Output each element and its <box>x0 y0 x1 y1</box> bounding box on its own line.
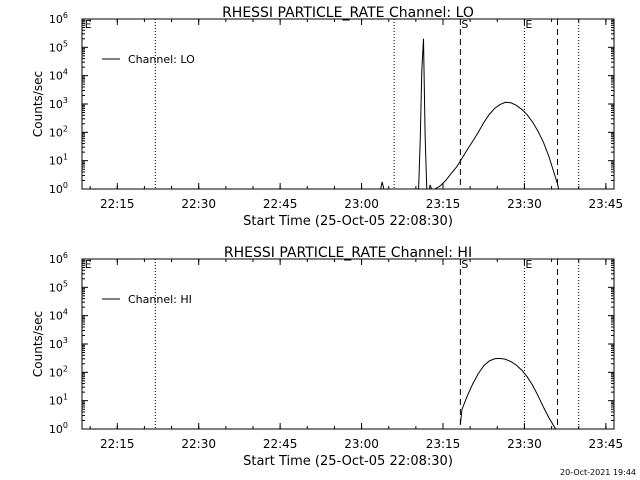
footer-timestamp: 20-Oct-2021 19:44 <box>560 468 636 477</box>
plot-frame <box>81 258 615 430</box>
chart-panel-2: RHESSI PARTICLE_RATE Channel: HI Counts/s… <box>31 245 623 469</box>
x-tick-label: 22:45 <box>263 197 298 211</box>
y-axis-label: Counts/sec <box>31 71 45 137</box>
series-line <box>380 38 560 189</box>
y-tick-label: 104 <box>49 308 68 323</box>
marker-annotation: E <box>85 258 92 271</box>
x-tick-label: 23:00 <box>344 197 379 211</box>
x-tick-label: 23:45 <box>589 437 624 451</box>
x-tick-label: 23:15 <box>426 437 461 451</box>
marker-annotation: E <box>85 18 92 31</box>
y-tick-label: 101 <box>49 393 68 408</box>
y-tick-label: 100 <box>49 181 68 196</box>
y-tick-label: 105 <box>49 279 68 294</box>
series-line <box>459 357 557 429</box>
x-axis-label: Start Time (25-Oct-05 22:08:30) <box>243 214 453 229</box>
y-tick-label: 102 <box>49 124 68 139</box>
x-tick-label: 22:30 <box>181 197 216 211</box>
x-tick-label: 23:30 <box>507 197 542 211</box>
x-tick-label: 22:15 <box>100 437 135 451</box>
legend-label: Channel: LO <box>128 53 195 66</box>
plot-frame <box>81 18 615 190</box>
y-tick-label: 102 <box>49 364 68 379</box>
x-tick-label: 22:15 <box>100 197 135 211</box>
x-tick-label: 22:30 <box>181 437 216 451</box>
x-axis-label: Start Time (25-Oct-05 22:08:30) <box>243 454 453 469</box>
y-tick-label: 103 <box>49 96 68 111</box>
marker-annotation: S <box>461 18 468 31</box>
y-tick-label: 106 <box>49 251 68 266</box>
y-tick-label: 104 <box>49 68 68 83</box>
chart-title: RHESSI PARTICLE_RATE Channel: HI <box>224 245 472 261</box>
y-tick-label: 103 <box>49 336 68 351</box>
marker-annotation: E <box>525 258 532 271</box>
x-tick-label: 23:00 <box>344 437 379 451</box>
x-tick-label: 23:15 <box>426 197 461 211</box>
marker-annotation: E <box>525 18 532 31</box>
y-tick-label: 106 <box>49 11 68 26</box>
chart-title: RHESSI PARTICLE_RATE Channel: LO <box>222 5 474 21</box>
x-tick-label: 22:45 <box>263 437 298 451</box>
marker-annotation: S <box>461 258 468 271</box>
chart-panel-1: RHESSI PARTICLE_RATE Channel: LO Counts/s… <box>31 5 623 229</box>
y-axis-label: Counts/sec <box>31 311 45 377</box>
y-tick-label: 100 <box>49 421 68 436</box>
x-tick-label: 23:30 <box>507 437 542 451</box>
y-tick-label: 105 <box>49 39 68 54</box>
x-tick-label: 23:45 <box>589 197 624 211</box>
legend-label: Channel: HI <box>128 293 192 306</box>
y-tick-label: 101 <box>49 153 68 168</box>
